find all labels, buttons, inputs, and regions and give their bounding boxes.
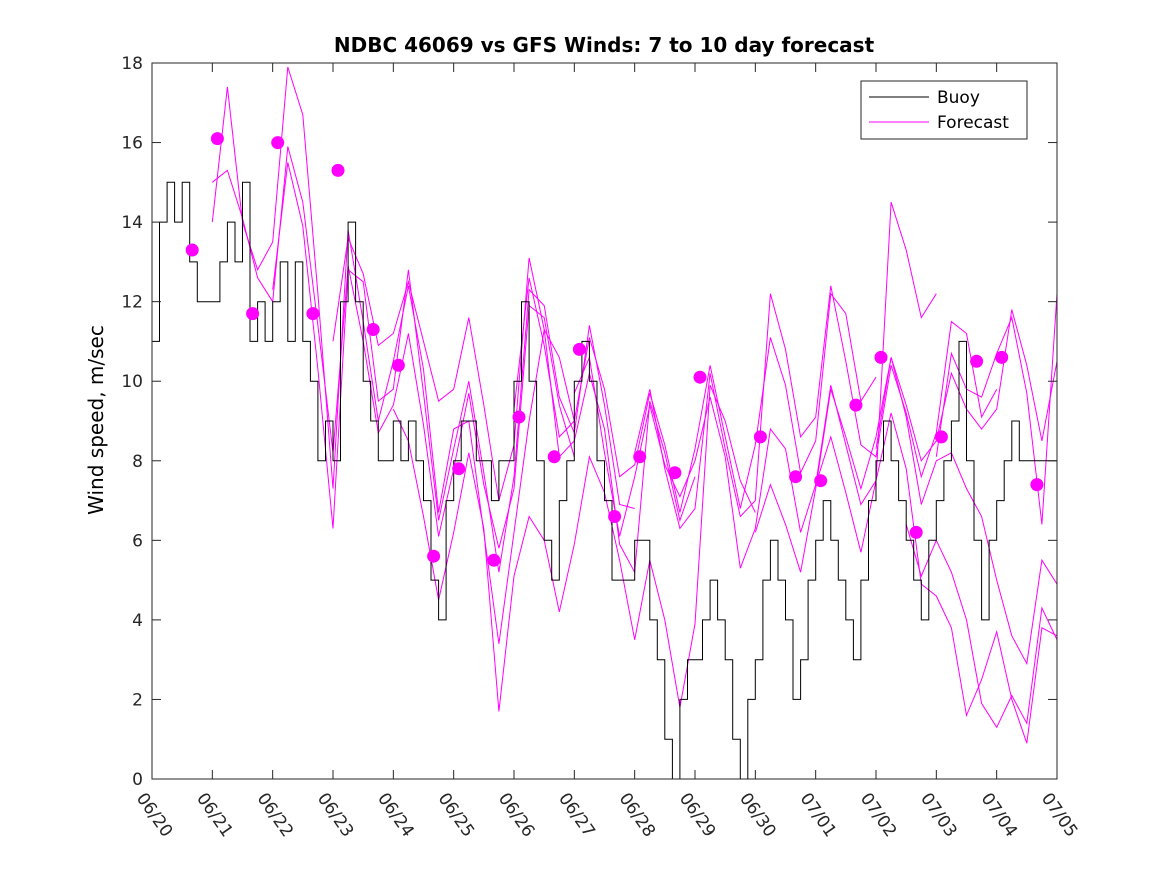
x-tick-label: 06/21 <box>192 789 236 841</box>
x-tick-label: 06/23 <box>313 789 357 841</box>
y-axis-label: Wind speed, m/sec <box>84 325 108 515</box>
forecast-marker <box>572 342 586 356</box>
y-tick-label: 14 <box>121 213 143 233</box>
x-tick-label: 06/28 <box>615 789 659 841</box>
forecast-marker <box>814 474 828 488</box>
forecast-marker <box>753 430 767 444</box>
forecast-marker <box>789 470 803 484</box>
buoy-line-group <box>152 181 1057 779</box>
forecast-marker <box>995 350 1009 364</box>
plot-area <box>152 63 1057 779</box>
forecast-marker <box>547 450 561 464</box>
y-tick-label: 0 <box>132 770 143 790</box>
y-tick-label: 18 <box>121 54 143 74</box>
x-tick-label: 06/30 <box>735 789 779 841</box>
forecast-marker <box>608 510 622 523</box>
forecast-line-12 <box>905 524 1057 729</box>
x-tick-label: 06/22 <box>253 789 297 841</box>
axes-box <box>151 62 1058 780</box>
forecast-marker <box>271 136 285 150</box>
legend-buoy-label: Buoy <box>937 88 980 108</box>
forecast-marker <box>331 163 345 177</box>
y-tick-label: 2 <box>132 690 143 710</box>
x-tick-label: 06/25 <box>434 789 478 841</box>
buoy-line <box>152 181 1057 779</box>
x-tick-label: 07/02 <box>856 789 900 841</box>
x-tick-label: 06/26 <box>494 789 538 841</box>
y-tick-label: 4 <box>132 611 143 631</box>
forecast-marker <box>693 370 707 384</box>
forecast-marker <box>391 358 405 372</box>
forecast-marker <box>210 132 224 146</box>
forecast-marker <box>909 525 923 539</box>
forecast-marker <box>487 553 501 567</box>
forecast-marker <box>306 307 320 321</box>
x-tick-label: 06/27 <box>554 789 598 841</box>
forecast-marker <box>246 307 260 321</box>
forecast-marker <box>874 350 888 364</box>
forecast-marker <box>668 466 682 480</box>
x-tick-label: 06/20 <box>132 789 176 841</box>
forecast-marker <box>970 354 984 368</box>
forecast-marker <box>512 410 526 424</box>
x-tick-label: 06/29 <box>675 789 719 841</box>
x-tick-label: 06/24 <box>373 789 417 841</box>
y-axis-ticks: 0 2 4 6 8 10 12 14 16 18 <box>121 54 1057 790</box>
y-tick-label: 8 <box>132 452 143 472</box>
forecast-marker <box>427 549 441 563</box>
x-tick-label: 07/05 <box>1037 789 1081 841</box>
y-tick-label: 10 <box>121 372 143 392</box>
x-tick-label: 07/04 <box>977 789 1021 841</box>
x-tick-label: 07/03 <box>916 789 960 841</box>
forecast-marker <box>849 398 863 412</box>
forecast-marker <box>366 323 380 336</box>
forecast-line-11 <box>875 357 1057 666</box>
forecast-line-9 <box>754 309 1057 573</box>
forecast-marker <box>633 450 647 464</box>
chart-title: NDBC 46069 vs GFS Winds: 7 to 10 day for… <box>334 33 875 57</box>
forecast-marker <box>934 430 948 444</box>
legend: Buoy Forecast <box>860 80 1028 140</box>
forecast-marker <box>452 462 466 476</box>
forecast-markers <box>185 132 1044 567</box>
forecast-line-10 <box>815 385 1057 744</box>
legend-forecast-label: Forecast <box>937 113 1009 133</box>
forecast-line-5 <box>392 385 756 712</box>
y-tick-label: 12 <box>121 293 143 313</box>
y-tick-label: 16 <box>121 134 143 154</box>
forecast-marker <box>1030 478 1044 492</box>
y-tick-label: 6 <box>132 531 143 551</box>
forecast-marker <box>185 243 199 257</box>
x-tick-label: 07/01 <box>796 789 840 841</box>
legend-box <box>860 80 1028 140</box>
